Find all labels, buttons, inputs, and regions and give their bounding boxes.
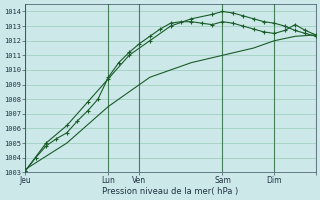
X-axis label: Pression niveau de la mer( hPa ): Pression niveau de la mer( hPa ) [102, 187, 239, 196]
